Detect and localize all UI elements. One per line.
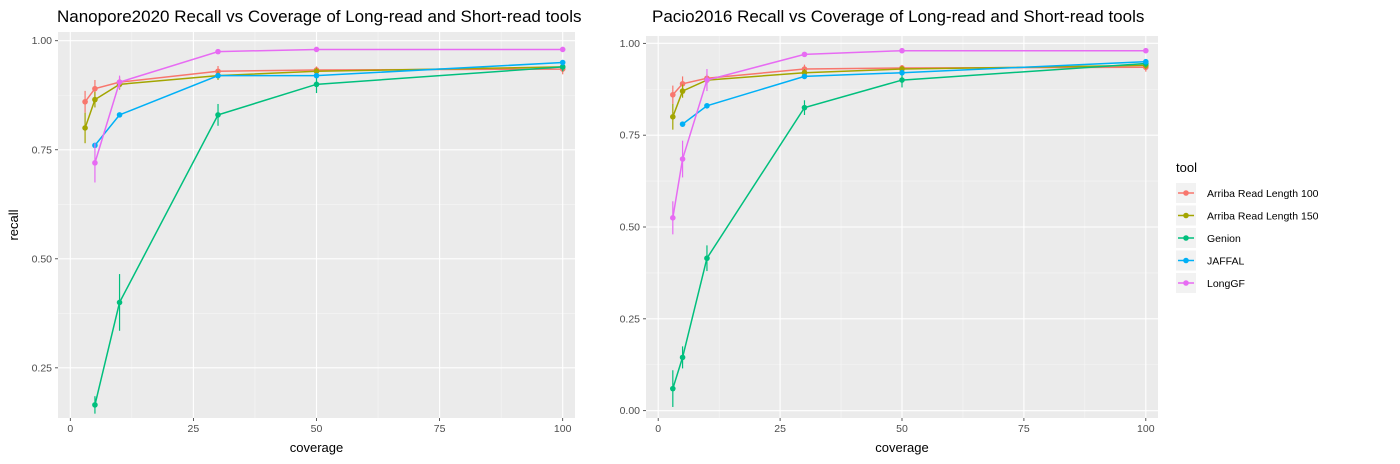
data-point [215,48,221,55]
data-point [92,85,98,92]
chart-title: Pacio2016 Recall vs Coverage of Long-rea… [652,7,1144,26]
legend-key-point [1183,190,1189,196]
x-tick-label: 100 [1137,423,1155,435]
data-point [313,68,320,75]
y-tick-label: 0.50 [620,222,641,234]
data-point [801,104,808,111]
y-tick-label: 0.25 [620,313,641,325]
data-point [313,72,320,79]
legend-key-point [1183,280,1189,286]
x-tick-label: 0 [655,423,661,435]
data-point [679,354,686,361]
data-point [82,125,88,131]
data-point [899,77,905,83]
legend-key-point [1183,235,1189,241]
data-point [899,47,905,54]
data-point [215,112,221,118]
legend-label: Arriba Read Length 150 [1207,210,1319,222]
legend-item-arriba-read-length-150: Arriba Read Length 150 [1176,205,1319,226]
legend-item-jaffal: JAFFAL [1176,250,1245,271]
legend-item-longgf: LongGF [1176,273,1245,293]
legend-title: tool [1176,160,1197,175]
y-tick-label: 0.50 [32,253,53,265]
chart-nanopore2020: Nanopore2020 Recall vs Coverage of Long-… [6,7,582,455]
data-point [801,51,808,58]
x-tick-label: 100 [554,423,572,435]
series-longgf [670,47,1149,235]
legend-label: JAFFAL [1207,255,1245,267]
data-point [313,81,320,88]
data-point [313,46,320,53]
data-point [679,156,686,162]
x-tick-label: 25 [188,423,200,435]
legend-label: Genion [1207,233,1241,245]
data-point [82,98,88,105]
data-point [801,73,808,80]
data-point [215,72,221,79]
chart-pacio2016: Pacio2016 Recall vs Coverage of Long-rea… [620,7,1158,455]
legend-label: LongGF [1207,278,1245,290]
legend: tool Arriba Read Length 100 Arriba Read L… [1176,160,1319,293]
series-line [672,62,1146,389]
data-point [679,80,686,87]
data-point [704,77,710,83]
legend-key-point [1183,212,1189,219]
y-tick-label: 0.75 [620,130,641,142]
series-line [672,64,1146,118]
data-point [670,215,676,221]
series-jaffal [679,58,1149,127]
legend-item-genion: Genion [1176,228,1241,248]
y-tick-label: 1.00 [620,38,641,50]
data-point [1143,58,1149,65]
y-tick-label: 0.25 [32,362,53,374]
x-axis-label: coverage [875,440,928,455]
data-point [670,385,676,392]
y-axis-label: recall [6,209,21,240]
data-point [679,121,686,127]
chart-title: Nanopore2020 Recall vs Coverage of Long-… [57,7,582,26]
x-tick-label: 0 [67,423,73,435]
data-point [559,46,566,53]
data-point [92,96,98,103]
legend-key-point [1183,257,1189,264]
data-point [704,102,710,109]
data-point [116,112,123,118]
data-point [559,64,566,70]
data-point [116,299,123,306]
x-tick-label: 75 [1018,423,1030,435]
x-tick-label: 50 [896,423,908,435]
data-point [679,88,686,94]
data-point [92,160,98,166]
legend-item-arriba-read-length-100: Arriba Read Length 100 [1176,183,1319,203]
data-point [899,69,905,76]
series-line [672,49,1146,218]
data-point [670,114,676,120]
data-point [670,91,676,98]
legend-label: Arriba Read Length 100 [1207,188,1319,200]
x-tick-label: 25 [774,423,786,435]
series-longgf [92,46,566,183]
data-point [116,79,123,85]
y-tick-label: 0.75 [32,144,53,156]
x-tick-label: 75 [434,423,446,435]
y-tick-label: 0.00 [620,405,641,417]
data-point [215,68,221,75]
series-jaffal [92,59,566,149]
data-point [92,402,98,408]
x-axis-label: coverage [290,440,343,455]
y-tick-label: 1.00 [32,35,53,47]
series-line [84,66,563,129]
data-point [704,255,710,262]
x-tick-label: 50 [311,423,323,435]
data-point [559,59,566,66]
data-point [1143,47,1149,54]
series-genion [92,62,566,414]
